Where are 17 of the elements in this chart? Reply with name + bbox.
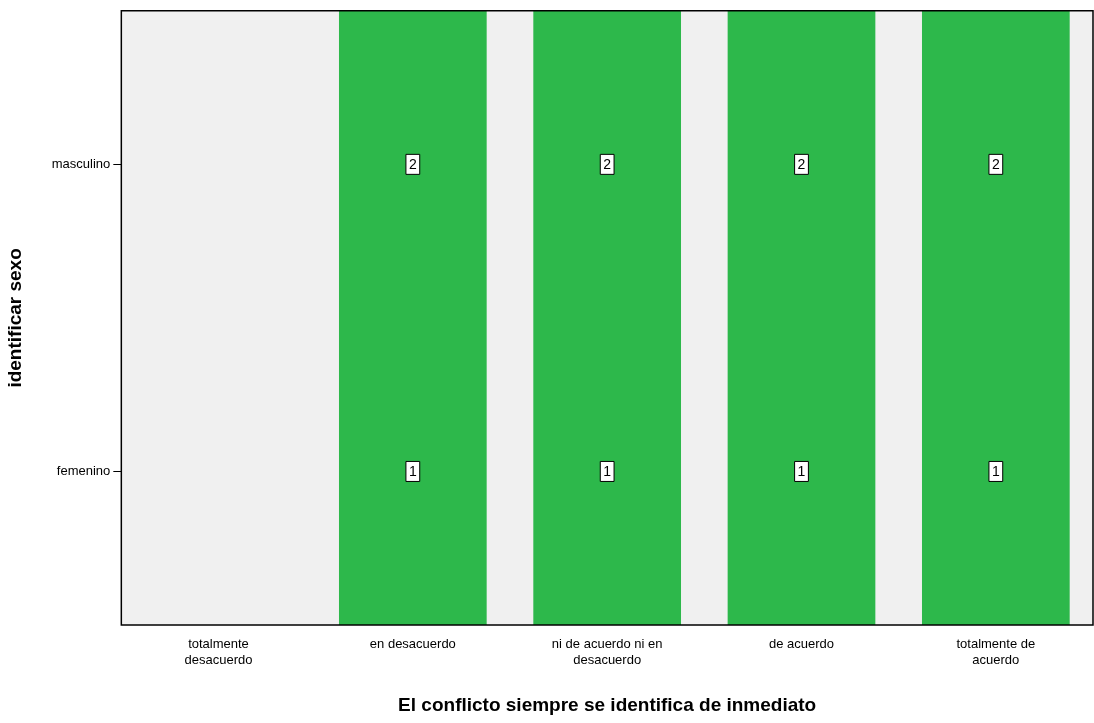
data-label: 2 — [408, 156, 417, 173]
data-label: 1 — [797, 463, 806, 480]
x-tick-label: totalmente de acuerdo — [956, 636, 1036, 667]
x-axis-title: El conflicto siempre se identifica de inmediato — [398, 693, 817, 715]
y-tick-label: masculino — [51, 155, 111, 171]
data-label: 2 — [797, 156, 806, 173]
x-tick-label: de acuerdo — [768, 636, 835, 652]
x-tick-label: totalmente desacuerdo — [184, 636, 253, 667]
data-label: 1 — [991, 463, 1000, 480]
x-tick-label: ni de acuerdo ni en desacuerdo — [551, 636, 663, 667]
x-tick-label: en desacuerdo — [369, 636, 456, 652]
data-label: 1 — [408, 463, 417, 480]
data-label: 2 — [991, 156, 1000, 173]
y-tick-label: femenino — [56, 463, 111, 479]
data-label: 1 — [603, 463, 612, 480]
y-axis-title: identificar sexo — [3, 248, 25, 388]
data-label: 2 — [603, 156, 612, 173]
